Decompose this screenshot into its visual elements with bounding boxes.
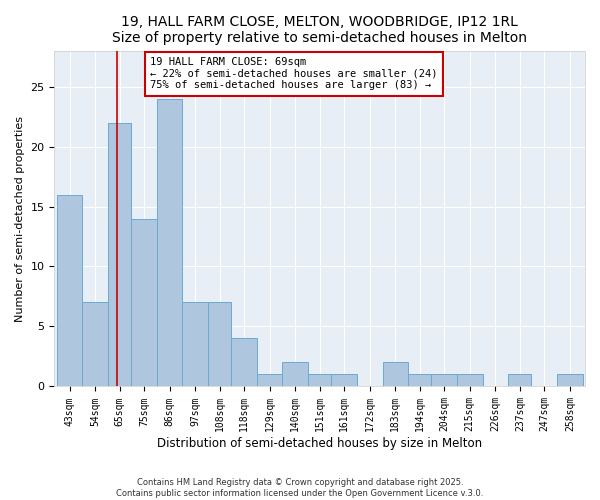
Bar: [408, 374, 431, 386]
Y-axis label: Number of semi-detached properties: Number of semi-detached properties: [15, 116, 25, 322]
Bar: [157, 98, 182, 387]
Bar: [231, 338, 257, 386]
Bar: [308, 374, 331, 386]
Bar: [208, 302, 231, 386]
Bar: [457, 374, 482, 386]
Bar: [508, 374, 532, 386]
Bar: [431, 374, 457, 386]
Bar: [57, 194, 82, 386]
Bar: [257, 374, 283, 386]
Bar: [331, 374, 357, 386]
Text: 19 HALL FARM CLOSE: 69sqm
← 22% of semi-detached houses are smaller (24)
75% of : 19 HALL FARM CLOSE: 69sqm ← 22% of semi-…: [150, 58, 437, 90]
Bar: [82, 302, 108, 386]
Bar: [182, 302, 208, 386]
Text: Contains HM Land Registry data © Crown copyright and database right 2025.
Contai: Contains HM Land Registry data © Crown c…: [116, 478, 484, 498]
Bar: [108, 122, 131, 386]
Bar: [557, 374, 583, 386]
Bar: [383, 362, 408, 386]
Bar: [131, 218, 157, 386]
X-axis label: Distribution of semi-detached houses by size in Melton: Distribution of semi-detached houses by …: [157, 437, 482, 450]
Bar: [283, 362, 308, 386]
Title: 19, HALL FARM CLOSE, MELTON, WOODBRIDGE, IP12 1RL
Size of property relative to s: 19, HALL FARM CLOSE, MELTON, WOODBRIDGE,…: [112, 15, 527, 45]
